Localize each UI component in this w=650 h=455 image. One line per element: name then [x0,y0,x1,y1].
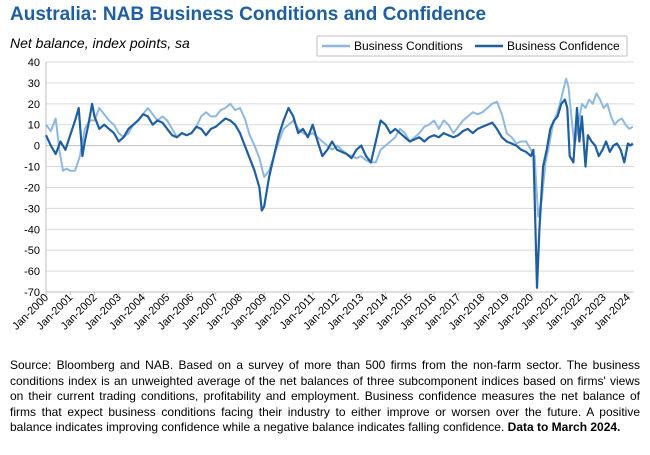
y-tick-label: -60 [24,266,40,278]
y-tick-label: 20 [28,99,40,111]
legend-item-business-confidence-label: Business Confidence [507,39,620,53]
y-tick-label: 30 [28,78,40,90]
legend-item-business-conditions-label: Business Conditions [354,39,463,53]
series-line-business-confidence [45,98,634,289]
legend-box [316,35,628,57]
series-lines [45,77,634,289]
series-line-business-conditions [45,77,634,218]
y-tick-label: -20 [24,182,40,194]
y-tick-label: -10 [24,162,40,174]
y-tick-label: -40 [24,224,40,236]
y-tick-label: -50 [24,245,40,257]
source-note: Source: Bloomberg and NAB. Based on a su… [10,358,640,436]
y-tick-label: 40 [28,57,40,69]
legend: Business Conditions Business Confidence [316,35,628,57]
chart-subtitle: Net balance, index points, sa [10,35,190,51]
y-tick-label: -70 [24,287,40,299]
y-tick-label: -30 [24,203,40,215]
y-tick-label: 10 [28,120,40,132]
source-text: Source: Bloomberg and NAB. Based on a su… [10,358,640,434]
gridlines [46,61,634,293]
chart-title: Australia: NAB Business Conditions and C… [10,4,487,25]
line-chart: 403020100-10-20-30-40-50-60-70Jan-2000Ja… [10,35,634,333]
y-tick-label: 0 [34,141,40,153]
data-note: Data to March 2024. [507,420,621,434]
